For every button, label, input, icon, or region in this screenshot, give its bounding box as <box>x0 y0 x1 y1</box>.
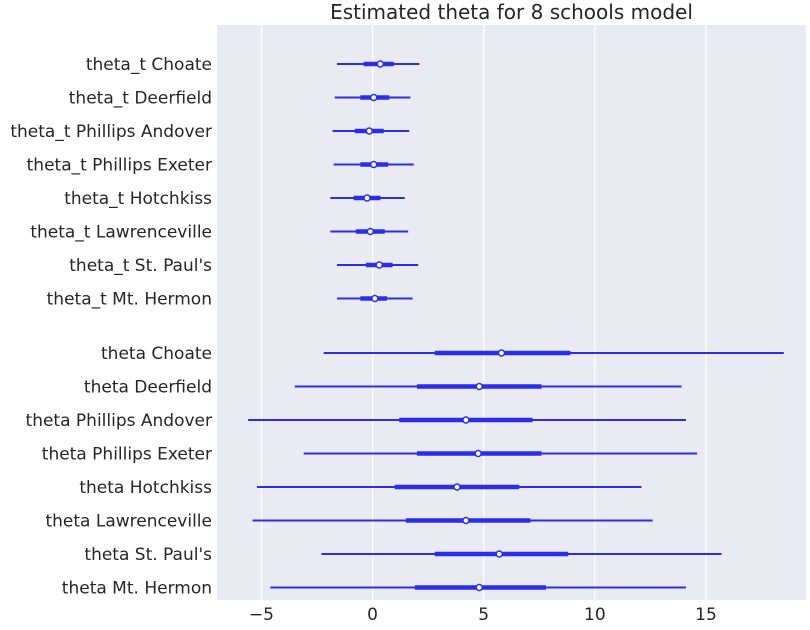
interval-marks <box>248 60 784 592</box>
row-label-theta-mt-hermon: theta Mt. Hermon <box>62 579 212 599</box>
row-label-theta-phillips-andover: theta Phillips Andover <box>26 411 212 431</box>
x-tick-label: 0 <box>367 605 378 625</box>
x-tick-label: 10 <box>584 605 606 625</box>
row-label-theta-t-mt-hermon: theta_t Mt. Hermon <box>47 290 212 310</box>
x-tick-label: −5 <box>249 605 274 625</box>
row-labels: theta_t Choate theta_t Deerfield theta_t P… <box>10 55 212 599</box>
median-point-theta-lawrenceville <box>462 516 470 525</box>
median-point-theta-deerfield <box>475 382 484 391</box>
row-label-theta-st-paul-s: theta St. Paul's <box>84 545 212 565</box>
plot-panel <box>217 25 806 600</box>
median-point-theta-t-choate <box>376 60 385 68</box>
median-point-theta-t-phillips-andover <box>365 127 374 135</box>
median-point-theta-t-st-paul-s <box>375 261 384 269</box>
median-point-theta-st-paul-s <box>495 550 504 558</box>
row-label-theta-deerfield: theta Deerfield <box>84 378 212 398</box>
row-label-theta-t-deerfield: theta_t Deerfield <box>69 89 212 109</box>
row-label-theta-choate: theta Choate <box>101 344 212 364</box>
row-label-theta-phillips-exeter: theta Phillips Exeter <box>42 445 212 465</box>
grid-lines <box>260 25 707 600</box>
row-label-theta-t-st-paul-s: theta_t St. Paul's <box>69 256 212 276</box>
median-point-theta-phillips-andover <box>462 416 470 424</box>
x-tick-label: 15 <box>695 605 717 625</box>
median-point-theta-phillips-exeter <box>474 449 482 458</box>
x-tick-labels: −5 0 5 10 15 <box>249 605 717 625</box>
median-point-theta-choate <box>497 349 506 357</box>
row-label-theta-t-hotchkiss: theta_t Hotchkiss <box>64 189 212 209</box>
row-label-theta-t-lawrenceville: theta_t Lawrenceville <box>30 223 212 243</box>
row-label-theta-hotchkiss: theta Hotchkiss <box>79 478 212 498</box>
chart-title: Estimated theta for 8 schools model <box>330 0 693 24</box>
median-point-theta-t-hotchkiss <box>363 194 371 202</box>
row-label-theta-t-phillips-exeter: theta_t Phillips Exeter <box>27 156 212 176</box>
median-point-theta-hotchkiss <box>453 483 461 491</box>
median-point-theta-t-deerfield <box>369 93 378 102</box>
median-point-theta-t-lawrenceville <box>366 227 375 236</box>
median-point-theta-mt-hermon <box>475 583 484 592</box>
row-label-theta-t-choate: theta_t Choate <box>86 55 212 75</box>
row-label-theta-lawrenceville: theta Lawrenceville <box>45 512 212 532</box>
median-point-theta-t-mt-hermon <box>371 294 379 303</box>
row-label-theta-t-phillips-andover: theta_t Phillips Andover <box>10 122 212 142</box>
median-point-theta-t-phillips-exeter <box>369 160 378 169</box>
x-tick-label: 5 <box>478 605 489 625</box>
